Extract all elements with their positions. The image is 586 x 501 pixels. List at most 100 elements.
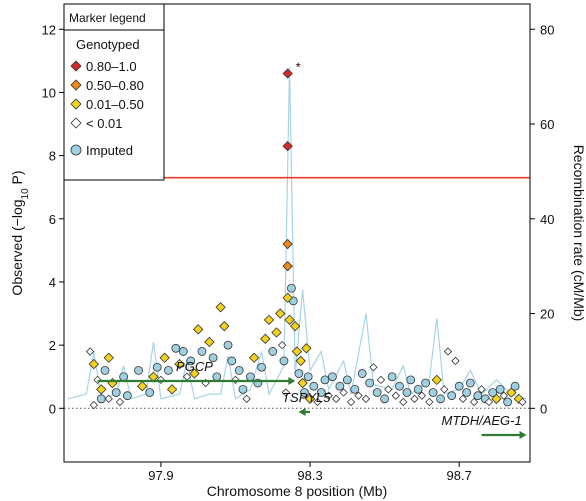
y-left-tick-label: 4: [49, 275, 56, 290]
y-right-tick-label: 40: [540, 212, 554, 227]
imputed-marker: [395, 381, 404, 391]
x-tick-label: 97.9: [148, 468, 173, 483]
y-right-tick-label: 20: [540, 307, 554, 322]
genotyped-marker: [104, 394, 113, 403]
gene-arrow: [288, 377, 296, 385]
imputed-marker: [303, 372, 313, 382]
genotyped-marker: [93, 375, 102, 385]
imputed-marker: [163, 365, 173, 375]
genotyped-marker: [159, 352, 170, 363]
imputed-marker: [300, 388, 309, 397]
imputed-marker: [510, 381, 520, 391]
genotyped-marker: [518, 397, 527, 407]
genotyped-marker: [477, 385, 486, 394]
genotyped-marker: [166, 384, 178, 395]
genotyped-marker: [354, 391, 363, 400]
imputed-marker: [212, 372, 222, 382]
axes: 97.9 98.3 98.7 0 2 4 6 8 10 12 0 20 40 60 80: [42, 22, 555, 483]
legend-item-label: 0.50–0.80: [86, 78, 144, 93]
genotyped-marker: [361, 394, 371, 403]
imputed-marker: [238, 384, 248, 394]
y-axis-label-right: Recombination rate (cM/Mb): [571, 145, 586, 322]
genotyped-marker: [384, 385, 393, 394]
gene-track: PGCP TSPYL5 MTDH/AEG-1: [97, 359, 527, 439]
lead-snp-asterisk: *: [296, 59, 301, 74]
genotyped-marker: [399, 397, 408, 407]
genotyped-marker: [242, 394, 251, 403]
legend-item-label: 0.80–1.0: [86, 59, 137, 74]
recombination-trace: [67, 67, 527, 400]
genotyped-marker: [346, 397, 356, 407]
imputed-marker: [447, 391, 457, 401]
imputed-marker: [342, 375, 352, 385]
imputed-marker: [197, 347, 207, 356]
recombination-line: [67, 67, 527, 400]
imputed-marker: [119, 372, 129, 382]
genotyped-marker: [282, 238, 293, 250]
gene-label: MTDH/AEG-1: [442, 413, 522, 428]
x-tick-label: 98.7: [447, 468, 472, 483]
y-left-tick-label: 2: [49, 338, 56, 353]
genotyped-marker: [324, 391, 333, 400]
imputed-marker: [268, 347, 278, 356]
genotyped-marker: [391, 391, 400, 400]
y-right-tick-label: 60: [540, 117, 554, 132]
y-left-tick-label: 12: [42, 22, 56, 37]
x-axis-label: Chromosome 8 position (Mb): [207, 483, 388, 499]
imputed-marker: [495, 384, 505, 394]
genotyped-marker: [291, 346, 303, 357]
legend-item-label: < 0.01: [86, 116, 123, 131]
y-right-tick-label: 80: [540, 22, 554, 37]
genotyped-marker: [281, 388, 290, 397]
genotyped-marker: [284, 314, 295, 326]
plot-frame: [63, 3, 531, 463]
genotyped-marker: [443, 347, 453, 356]
imputed-marker: [287, 283, 296, 293]
genotyped-marker: [301, 343, 312, 354]
imputed-marker: [223, 340, 233, 350]
y-axis-label-left: Observed (−log10 P): [9, 170, 31, 295]
imputed-marker: [503, 397, 513, 407]
legend-marker: [70, 60, 82, 72]
genotyped-marker: [376, 375, 386, 385]
y-left-tick-label: 10: [42, 85, 56, 100]
imputed-marker: [227, 356, 237, 366]
imputed-marker: [328, 372, 337, 382]
imputed-marker: [488, 388, 498, 397]
genotyped-marker: [89, 400, 98, 410]
legend-imputed-label: Imputed: [86, 143, 133, 158]
legend-marker: [70, 79, 82, 91]
imputed-marker: [387, 372, 397, 382]
imputed-marker: [122, 391, 132, 401]
legend-genotyped-label: Genotyped: [76, 37, 140, 52]
genotyped-marker: [248, 352, 260, 363]
imputed-marker: [357, 369, 367, 378]
genotyped-marker: [331, 394, 341, 403]
genotyped-marker: [107, 377, 118, 389]
genotyped-marker: [174, 358, 185, 370]
genotyped-marker: [271, 327, 282, 338]
genotyped-marker: [137, 381, 148, 392]
genotyped-marker: [431, 374, 442, 386]
genotyped-marker: [282, 140, 293, 152]
imputed-marker: [309, 381, 319, 391]
imputed-marker: [421, 378, 431, 388]
imputed-marker: [257, 362, 266, 372]
imputed-marker: [178, 347, 188, 356]
imputed-marker: [234, 365, 244, 375]
marker-legend: Marker legend Genotyped 0.80–1.0 0.50–0.80 0…: [63, 3, 165, 181]
imputed-marker: [208, 353, 218, 363]
genotyped-marker: [189, 368, 200, 379]
legend-title: Marker legend: [69, 11, 146, 25]
genotyped-marker: [193, 324, 204, 335]
imputed-marker: [462, 388, 472, 397]
genotyped-marker: [313, 397, 322, 407]
imputed-marker: [402, 388, 412, 397]
genotyped-marker: [275, 308, 286, 319]
genotyped-marker: [491, 393, 502, 404]
genotyped-marker: [219, 321, 230, 332]
imputed-marker: [171, 343, 181, 353]
genotyped-marker: [260, 333, 271, 344]
genotyped-marker: [115, 397, 125, 407]
imputed-marker: [380, 394, 390, 404]
